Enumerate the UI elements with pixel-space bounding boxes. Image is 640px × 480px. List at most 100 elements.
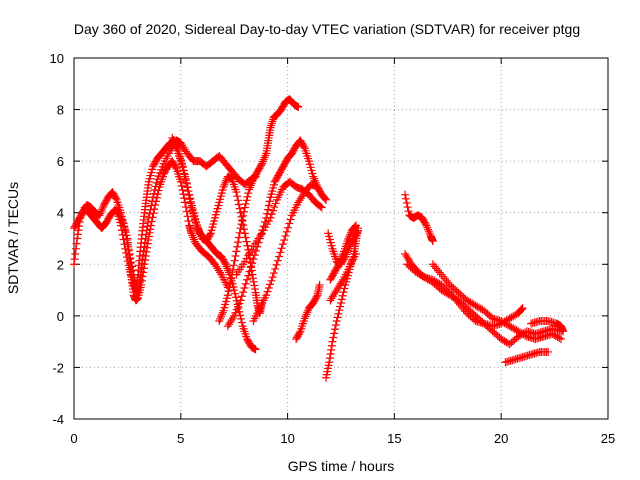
data-point — [320, 193, 329, 202]
data-point — [510, 311, 519, 320]
data-point — [413, 269, 422, 278]
data-point — [195, 228, 204, 237]
series-arc-8 — [249, 180, 322, 326]
data-point — [454, 298, 463, 307]
data-point — [257, 159, 266, 168]
data-point — [336, 279, 345, 288]
data-point — [170, 140, 179, 149]
data-point — [497, 335, 506, 344]
data-point — [225, 282, 234, 291]
x-tick-label: 25 — [601, 431, 615, 446]
y-tick-label: 6 — [57, 154, 64, 169]
data-point — [497, 317, 506, 326]
data-point — [337, 254, 346, 263]
data-point — [240, 284, 249, 293]
data-point — [137, 280, 146, 289]
x-tick-label: 10 — [280, 431, 294, 446]
data-point — [248, 259, 257, 268]
data-point — [330, 329, 339, 338]
data-point — [75, 217, 84, 226]
data-point — [235, 204, 244, 213]
data-point — [463, 296, 472, 305]
data-point — [473, 302, 482, 311]
data-point — [190, 235, 199, 244]
series-arc-19 — [527, 317, 568, 336]
data-point — [248, 177, 257, 186]
y-tick-label: 8 — [57, 103, 64, 118]
data-point — [169, 138, 178, 147]
y-tick-label: 2 — [57, 257, 64, 272]
data-point — [225, 320, 234, 329]
data-point — [411, 268, 420, 277]
data-point — [326, 296, 335, 305]
data-point — [416, 271, 425, 280]
data-point — [232, 247, 241, 256]
data-point — [266, 213, 275, 222]
data-point — [322, 195, 331, 204]
x-tick-label: 15 — [387, 431, 401, 446]
data-point — [428, 275, 437, 284]
data-point — [239, 288, 248, 297]
data-point — [236, 296, 245, 305]
data-point — [171, 142, 180, 151]
data-point — [309, 172, 318, 181]
data-point — [176, 177, 185, 186]
data-point — [111, 194, 120, 203]
data-point — [185, 190, 194, 199]
data-point — [299, 142, 308, 151]
data-point — [461, 307, 470, 316]
data-point — [553, 333, 562, 342]
data-point — [509, 324, 518, 333]
data-point — [145, 228, 154, 237]
data-points — [70, 95, 568, 382]
data-point — [518, 304, 527, 313]
data-point — [237, 220, 246, 229]
data-point — [144, 236, 153, 245]
data-point — [298, 192, 307, 201]
data-point — [233, 192, 242, 201]
axis-ticks: 0 5 10 15 20 25 -4 -2 0 2 4 6 8 10 — [50, 51, 616, 446]
data-point — [184, 216, 193, 225]
data-point — [521, 331, 530, 340]
data-point — [331, 288, 340, 297]
data-point — [295, 196, 304, 205]
data-point — [557, 335, 566, 344]
data-point — [498, 318, 507, 327]
data-point — [505, 322, 514, 331]
data-point — [428, 237, 437, 246]
data-point — [468, 299, 477, 308]
data-point — [231, 289, 240, 298]
data-point — [327, 294, 336, 303]
data-point — [500, 337, 509, 346]
data-point — [213, 264, 222, 273]
data-point — [122, 248, 131, 257]
data-point — [216, 314, 225, 323]
data-point — [280, 236, 289, 245]
data-point — [328, 337, 337, 346]
data-point — [510, 325, 519, 334]
data-point — [258, 157, 267, 166]
data-point — [294, 102, 303, 111]
data-point — [243, 192, 252, 201]
data-point — [337, 298, 345, 307]
data-point — [445, 288, 454, 297]
data-point — [332, 286, 341, 295]
data-point — [331, 321, 340, 330]
data-point — [469, 315, 478, 324]
data-point — [437, 270, 446, 279]
data-point — [424, 225, 433, 234]
data-point — [224, 287, 233, 296]
data-point — [220, 180, 229, 189]
data-point — [74, 226, 83, 235]
data-point — [262, 291, 271, 300]
data-point — [449, 292, 458, 301]
data-point — [231, 293, 240, 302]
data-point — [237, 292, 246, 301]
data-point — [303, 308, 312, 317]
data-point — [286, 215, 295, 224]
data-point — [333, 313, 342, 322]
data-point — [131, 284, 140, 293]
data-point — [325, 354, 334, 363]
data-point — [240, 207, 249, 216]
